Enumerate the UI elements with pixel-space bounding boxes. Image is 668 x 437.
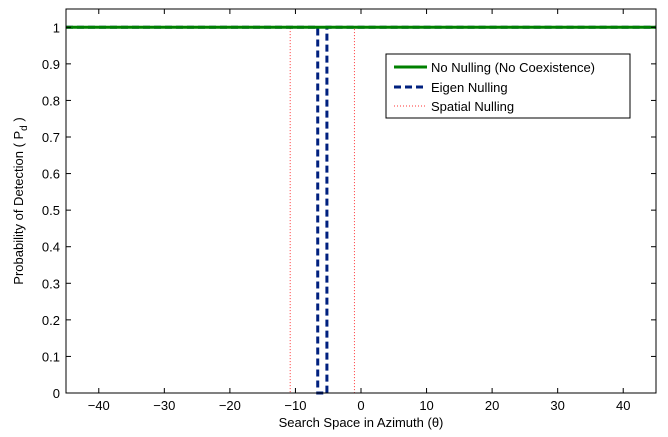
legend-box: [385, 53, 631, 119]
legend-label-spatial-nulling: Spatial Nulling: [431, 99, 514, 114]
x-tick-label: −10: [284, 398, 306, 413]
ticks-layer: −40 −30 −20 −10 0 10 20 30 40 0 0.1 0.2 0.3 0.4 0.5 0.6…: [42, 9, 656, 413]
y-tick-label: 0.5: [42, 203, 60, 218]
y-tick-label: 0.9: [42, 57, 60, 72]
x-tick-label: −20: [219, 398, 241, 413]
y-tick-label: 0.8: [42, 93, 60, 108]
x-tick-label: −30: [153, 398, 175, 413]
y-tick-label: 0.1: [42, 349, 60, 364]
y-axis-title-tail: ): [11, 117, 26, 125]
y-tick-label: 0.2: [42, 313, 60, 328]
plot-frame: [65, 8, 657, 394]
x-tick-label: −40: [88, 398, 110, 413]
y-axis-title-subscript: d: [19, 125, 30, 131]
x-tick-label: 0: [357, 398, 364, 413]
legend-label-no-nulling: No Nulling (No Coexistence): [431, 60, 595, 75]
x-tick-label: 10: [419, 398, 433, 413]
y-tick-label: 1: [53, 20, 60, 35]
y-axis-title: Probability of Detection ( Pd ): [11, 117, 30, 284]
y-tick-label: 0.6: [42, 167, 60, 182]
y-axis-title-main: Probability of Detection ( P: [11, 131, 26, 285]
y-tick-label: 0.7: [42, 130, 60, 145]
y-tick-label: 0.3: [42, 276, 60, 291]
legend-label-eigen-nulling: Eigen Nulling: [431, 80, 508, 95]
y-tick-label: 0.4: [42, 240, 60, 255]
x-axis-title: Search Space in Azimuth (θ): [279, 415, 444, 430]
y-tick-label: 0: [53, 386, 60, 401]
legend: No Nulling (No Coexistence) Eigen Nullin…: [385, 53, 631, 119]
x-tick-label: 20: [485, 398, 499, 413]
x-tick-label: 40: [616, 398, 630, 413]
x-tick-label: 30: [550, 398, 564, 413]
